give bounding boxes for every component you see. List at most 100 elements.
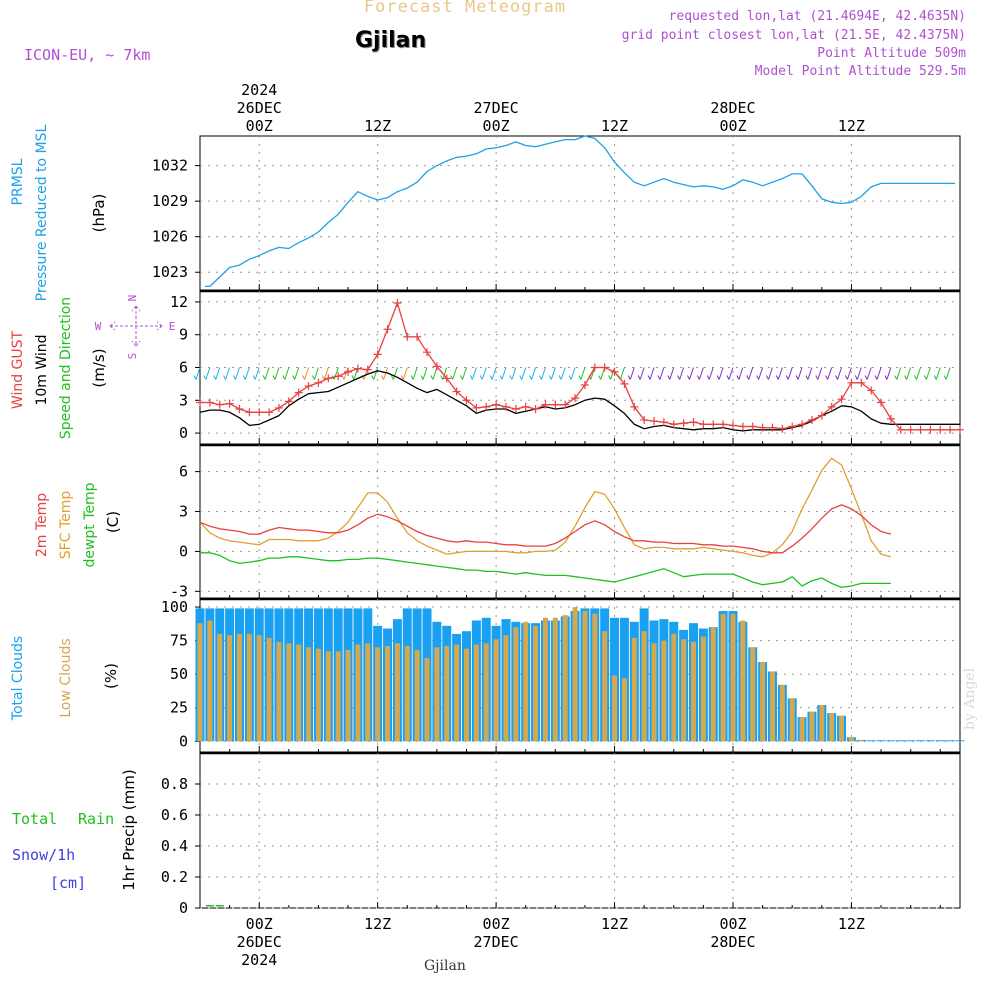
wind-arrow-shaft	[629, 367, 635, 380]
wind-arrow-head	[914, 375, 917, 380]
gust-marker	[788, 422, 797, 431]
bar-low-clouds	[710, 627, 716, 742]
wind-direction-arrow	[637, 367, 645, 380]
wind-direction-arrow	[864, 367, 872, 380]
wind-arrow-head	[805, 375, 809, 380]
gust-marker	[600, 363, 609, 372]
axis-label-temp: (C)	[104, 511, 122, 533]
ytick-label-precip: 0.6	[161, 806, 188, 824]
wind-arrow-shaft	[846, 367, 852, 380]
wind-direction-arrow	[203, 367, 211, 380]
bar-low-clouds	[236, 633, 242, 742]
panel-label-total-clouds: Total Clouds	[10, 636, 26, 721]
wind-direction-arrow	[539, 367, 546, 380]
gust-marker	[521, 402, 530, 411]
bar-low-clouds	[829, 713, 835, 742]
gust-marker	[245, 408, 254, 417]
bar-low-clouds	[394, 643, 400, 742]
bar-low-clouds	[799, 717, 805, 742]
wind-direction-arrow	[844, 367, 852, 380]
bar-total-clouds	[916, 740, 926, 742]
wind-arrow-head	[489, 375, 493, 380]
wind-arrow-head	[450, 375, 454, 380]
wind-direction-arrow	[805, 367, 813, 380]
wind-arrow-shaft	[718, 367, 724, 380]
grid-point-coordinates: grid point closest lon,lat (21.5E, 42.43…	[621, 28, 966, 43]
wind-arrow-head	[884, 375, 888, 380]
wind-arrow-head	[252, 375, 256, 380]
gust-marker	[699, 420, 708, 429]
gust-marker	[462, 396, 471, 405]
bar-low-clouds	[276, 641, 282, 742]
wind-direction-arrow	[509, 367, 517, 380]
bar-total-clouds	[866, 740, 876, 742]
wind-direction-arrow	[410, 367, 418, 380]
compass-south-label: S	[126, 353, 139, 360]
wind-direction-arrow	[667, 367, 675, 380]
panel-label-2m-temp: 2m Temp	[34, 493, 50, 557]
wind-arrow-head	[430, 375, 434, 380]
wind-arrow-shaft	[501, 367, 507, 380]
time-label-top: 00Z	[246, 117, 273, 135]
wind-arrow-shaft	[807, 367, 813, 380]
panel-frame-precip	[199, 752, 961, 909]
gust-marker	[620, 379, 629, 388]
wind-direction-arrow	[627, 367, 635, 380]
wind-arrow-head	[775, 375, 779, 380]
wind-direction-arrow	[529, 367, 537, 380]
gust-marker	[640, 415, 649, 424]
gust-marker	[413, 332, 422, 341]
wind-arrow-shaft	[264, 367, 270, 380]
time-label-top: 12Z	[601, 117, 628, 135]
bar-total-clouds	[876, 740, 886, 742]
bar-low-clouds	[286, 643, 292, 742]
wind-arrow-shaft	[235, 367, 240, 380]
series-line-dewpt-temp	[200, 552, 891, 589]
wind-direction-arrow	[371, 367, 379, 380]
wind-direction-arrow	[608, 367, 616, 380]
axis-label-pressure: (hPa)	[90, 194, 108, 233]
wind-arrow-head	[943, 375, 947, 380]
wind-arrow-shaft	[383, 367, 389, 380]
bar-low-clouds	[631, 637, 637, 742]
wind-arrow-head	[716, 375, 720, 380]
wind-arrow-head	[371, 375, 375, 380]
wind-arrow-head	[223, 375, 227, 380]
panel-label-prmsl: PRMSL	[10, 158, 26, 205]
gust-marker	[768, 423, 777, 432]
wind-direction-arrow	[519, 367, 527, 380]
bar-total-clouds	[945, 740, 955, 742]
wind-arrow-head	[213, 375, 217, 380]
bar-low-clouds	[325, 651, 331, 742]
bar-low-clouds	[592, 613, 598, 742]
wind-arrow-shaft	[856, 367, 862, 380]
wind-arrow-shaft	[422, 367, 428, 380]
series-line-2m-temp	[199, 504, 892, 554]
gust-marker	[196, 398, 204, 407]
gust-marker	[758, 423, 767, 432]
wind-arrow-head	[785, 375, 789, 380]
wind-direction-arrow	[440, 367, 448, 380]
gust-marker	[561, 400, 570, 409]
legend-rain: Rain	[78, 810, 114, 828]
model-point-altitude: Model Point Altitude 529.5m	[754, 64, 966, 79]
ytick-label-wind: 3	[179, 391, 188, 409]
gust-marker	[886, 414, 895, 423]
wind-direction-arrow	[282, 367, 290, 380]
bar-low-clouds	[355, 644, 361, 742]
bar-low-clouds	[750, 647, 756, 742]
gust-marker	[432, 362, 441, 371]
wind-direction-arrow	[825, 367, 833, 380]
bar-low-clouds	[612, 675, 618, 742]
wind-arrow-head	[923, 375, 927, 380]
time-label-top: 12Z	[838, 117, 865, 135]
bar-total-clouds	[896, 740, 906, 742]
wind-arrow-shaft	[284, 367, 290, 380]
gust-marker	[630, 402, 639, 411]
wind-arrow-head	[311, 375, 315, 380]
wind-direction-arrow	[499, 367, 507, 380]
gust-marker	[511, 405, 520, 414]
bar-low-clouds	[256, 635, 262, 742]
wind-arrow-head	[795, 375, 799, 380]
wind-direction-arrow	[469, 367, 477, 380]
